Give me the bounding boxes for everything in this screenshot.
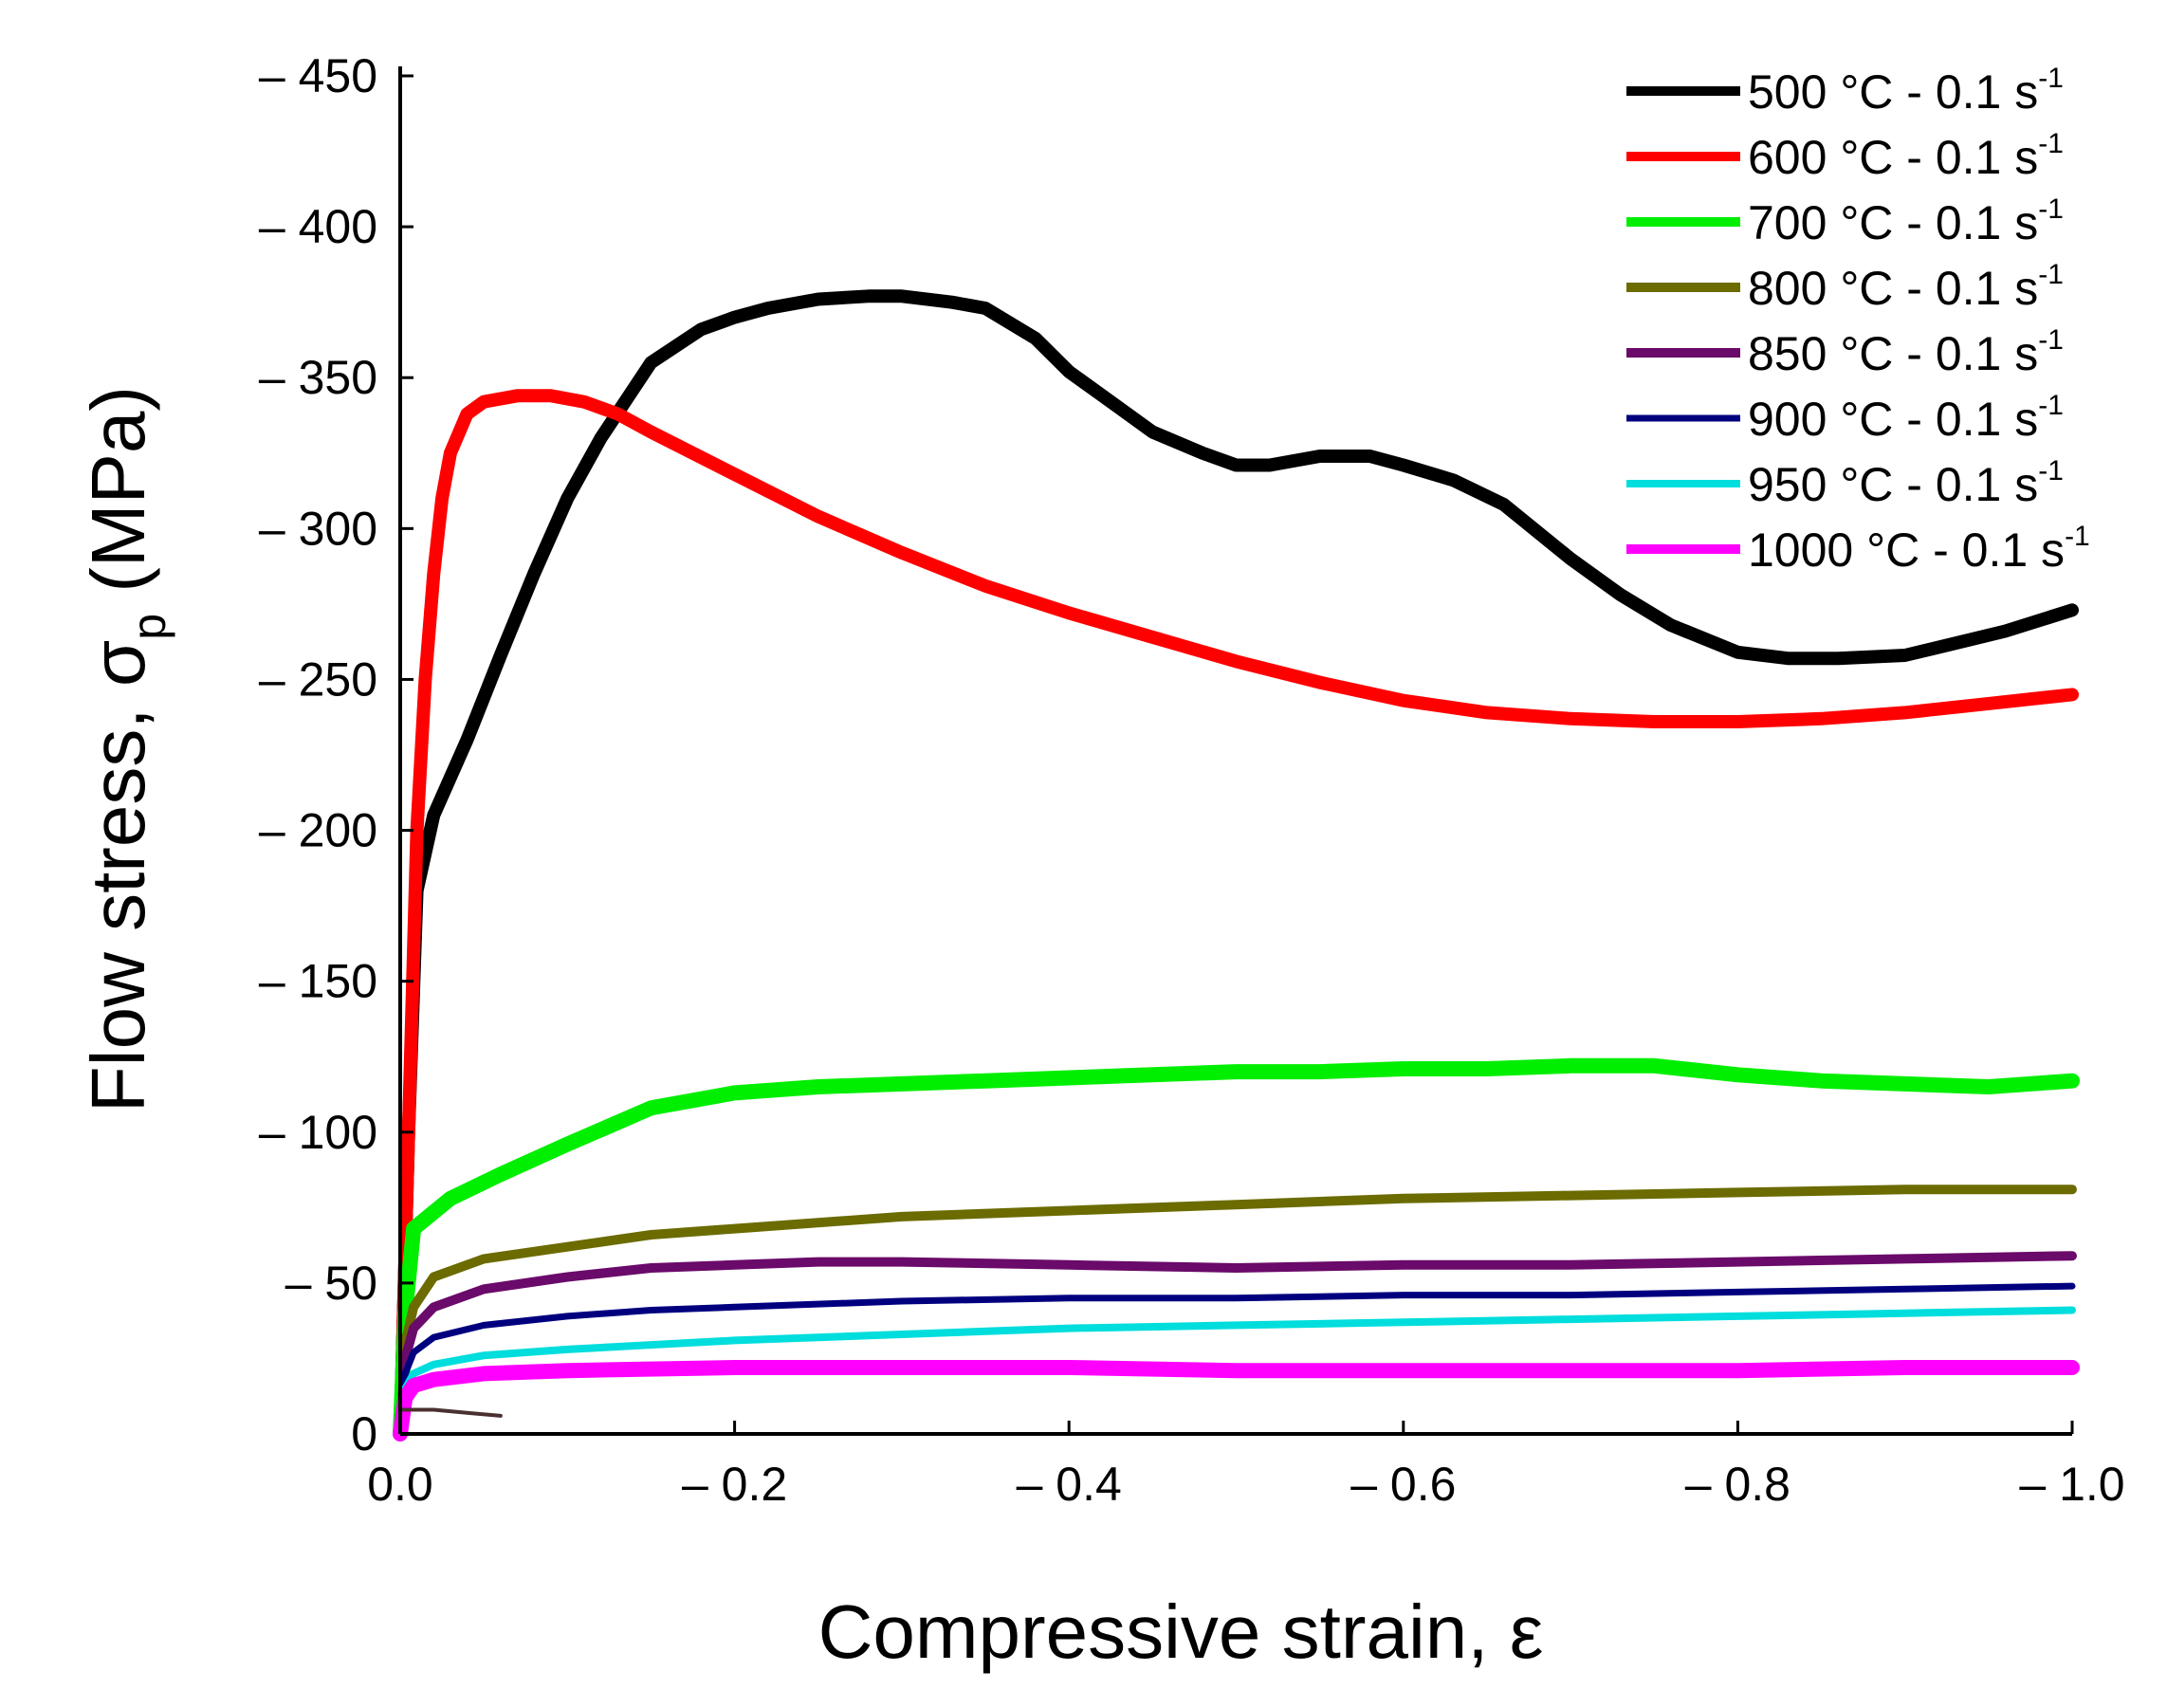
legend-label-superscript: -1: [2038, 128, 2064, 159]
legend-label-main: 1000 °C - 0.1 s: [1748, 523, 2065, 577]
legend-label: 600 °C - 0.1 s-1: [1748, 128, 2064, 184]
axes-layer: [398, 66, 2072, 1436]
legend-label: 950 °C - 0.1 s-1: [1748, 455, 2064, 511]
x-tick-label: – 0.8: [1685, 1458, 1791, 1511]
legend-label-main: 850 °C - 0.1 s: [1748, 327, 2038, 380]
y-tick-label: – 100: [259, 1106, 377, 1159]
legend-label-main: 600 °C - 0.1 s: [1748, 131, 2038, 184]
legend-label-main: 800 °C - 0.1 s: [1748, 262, 2038, 315]
series-line-1: [394, 389, 2079, 1441]
y-axis-title-main: Flow stress, σ: [76, 640, 160, 1112]
y-tick-label: – 300: [259, 502, 377, 555]
x-tick-label: – 0.4: [1017, 1458, 1122, 1511]
y-axis-title-unit: (MPa): [76, 386, 160, 614]
legend-label-main: 500 °C - 0.1 s: [1748, 65, 2038, 119]
legend-label: 800 °C - 0.1 s-1: [1748, 259, 2064, 315]
series-line-3: [395, 1185, 2077, 1439]
y-tick-label: – 250: [259, 652, 377, 706]
ticks-layer: 0 – 50 – 100 – 150 – 200 – 250 – 300 – 350 – 400…: [259, 49, 2125, 1511]
legend-label-main: 900 °C - 0.1 s: [1748, 393, 2038, 446]
legend-label: 850 °C - 0.1 s-1: [1748, 324, 2064, 380]
legend-label-main: 700 °C - 0.1 s: [1748, 196, 2038, 249]
legend-label-main: 950 °C - 0.1 s: [1748, 458, 2038, 511]
legend-label-superscript: -1: [2038, 259, 2064, 290]
y-tick-label: – 200: [259, 804, 377, 857]
legend-label-superscript: -1: [2038, 455, 2064, 487]
legend-label: 700 °C - 0.1 s-1: [1748, 193, 2064, 249]
y-tick-label: – 150: [259, 955, 377, 1008]
legend-label-superscript: -1: [2038, 193, 2064, 225]
legend-label: 900 °C - 0.1 s-1: [1748, 390, 2064, 446]
legend-label: 500 °C - 0.1 s-1: [1748, 63, 2064, 119]
series-line-4: [395, 1251, 2077, 1439]
series-line-7: [393, 1360, 2080, 1442]
legend-label-superscript: -1: [2065, 521, 2090, 552]
series-line-6: [396, 1306, 2076, 1438]
series-line-0: [394, 289, 2079, 1441]
y-axis-title: Flow stress, σp (MPa): [76, 386, 175, 1112]
y-tick-label: – 450: [259, 49, 377, 102]
series-line-8: [398, 1407, 503, 1418]
x-tick-label: – 0.6: [1350, 1458, 1456, 1511]
x-tick-label: – 1.0: [2019, 1458, 2124, 1511]
series-line-5: [396, 1282, 2076, 1438]
x-tick-label: 0.0: [367, 1458, 433, 1511]
legend-label-superscript: -1: [2038, 63, 2064, 94]
y-axis-title-subscript: p: [122, 614, 175, 640]
x-tick-label: – 0.2: [682, 1458, 787, 1511]
y-tick-label: – 50: [285, 1257, 377, 1310]
y-tick-label: – 350: [259, 351, 377, 404]
series-line-2: [393, 1057, 2080, 1442]
legend-label: 1000 °C - 0.1 s-1: [1748, 521, 2090, 577]
legend-label-superscript: -1: [2038, 390, 2064, 421]
x-axis-title: Compressive strain, ε: [818, 1589, 1544, 1674]
series-layer: [393, 289, 2080, 1442]
legend-label-superscript: -1: [2038, 324, 2064, 356]
y-tick-label: – 400: [259, 200, 377, 253]
y-tick-label: 0: [351, 1407, 377, 1460]
